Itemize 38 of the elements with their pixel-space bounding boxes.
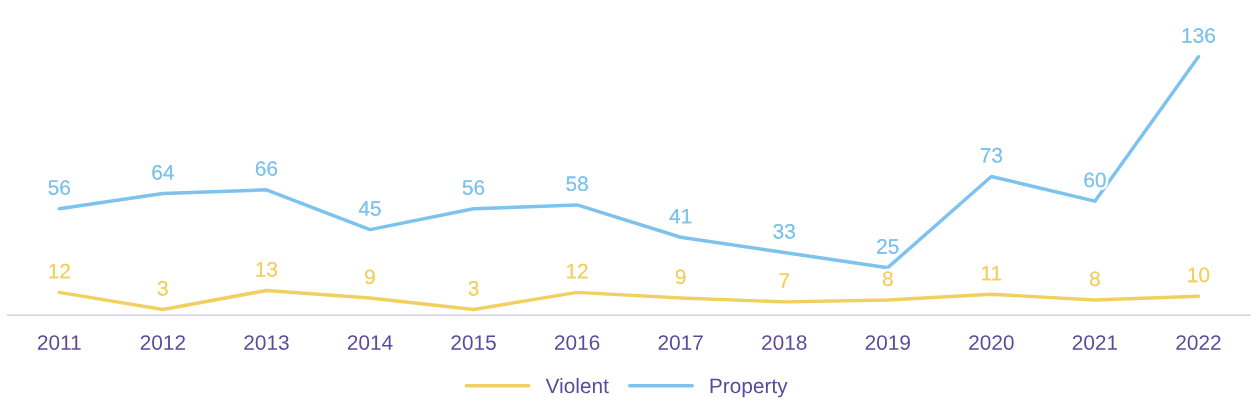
data-label: 33 [773,223,795,239]
data-label: 41 [669,208,692,224]
x-tick-label: 2019 [865,335,910,350]
x-tick-label: 2020 [969,335,1014,350]
x-tick-label: 2018 [762,335,807,350]
data-label: 25 [877,239,899,254]
x-tick-label: 2014 [347,335,393,350]
legend-label: Violent [545,377,609,394]
data-label: 60 [1084,172,1106,188]
data-label: 66 [255,161,278,176]
data-label: 3 [157,280,168,296]
data-label: 56 [48,180,70,195]
data-label: 3 [468,280,479,296]
x-tick-label: 2011 [37,335,81,350]
data-label: 45 [358,201,381,216]
data-label: 136 [1182,28,1215,43]
data-label: 56 [462,180,485,195]
x-tick-label: 2015 [451,335,496,350]
data-label: 13 [256,261,278,277]
data-label: 9 [365,269,375,285]
x-tick-label: 2022 [1176,335,1221,350]
data-label: 10 [1188,267,1210,283]
data-label: 8 [1090,271,1100,287]
x-tick-label: 2021 [1072,335,1118,350]
data-label: 7 [779,273,789,288]
x-tick-label: 2013 [244,335,289,350]
data-label: 58 [566,176,588,192]
data-label: 9 [675,269,686,285]
data-label: 12 [49,263,70,279]
data-label: 73 [980,147,1003,163]
data-label: 8 [882,271,893,287]
data-label: 12 [567,263,588,279]
data-label: 11 [982,265,1002,281]
x-tick-label: 2016 [554,335,600,350]
legend-label: Property [710,378,788,398]
data-label: 64 [152,164,174,180]
x-tick-label: 2012 [140,335,185,350]
x-tick-label: 2017 [658,335,703,350]
